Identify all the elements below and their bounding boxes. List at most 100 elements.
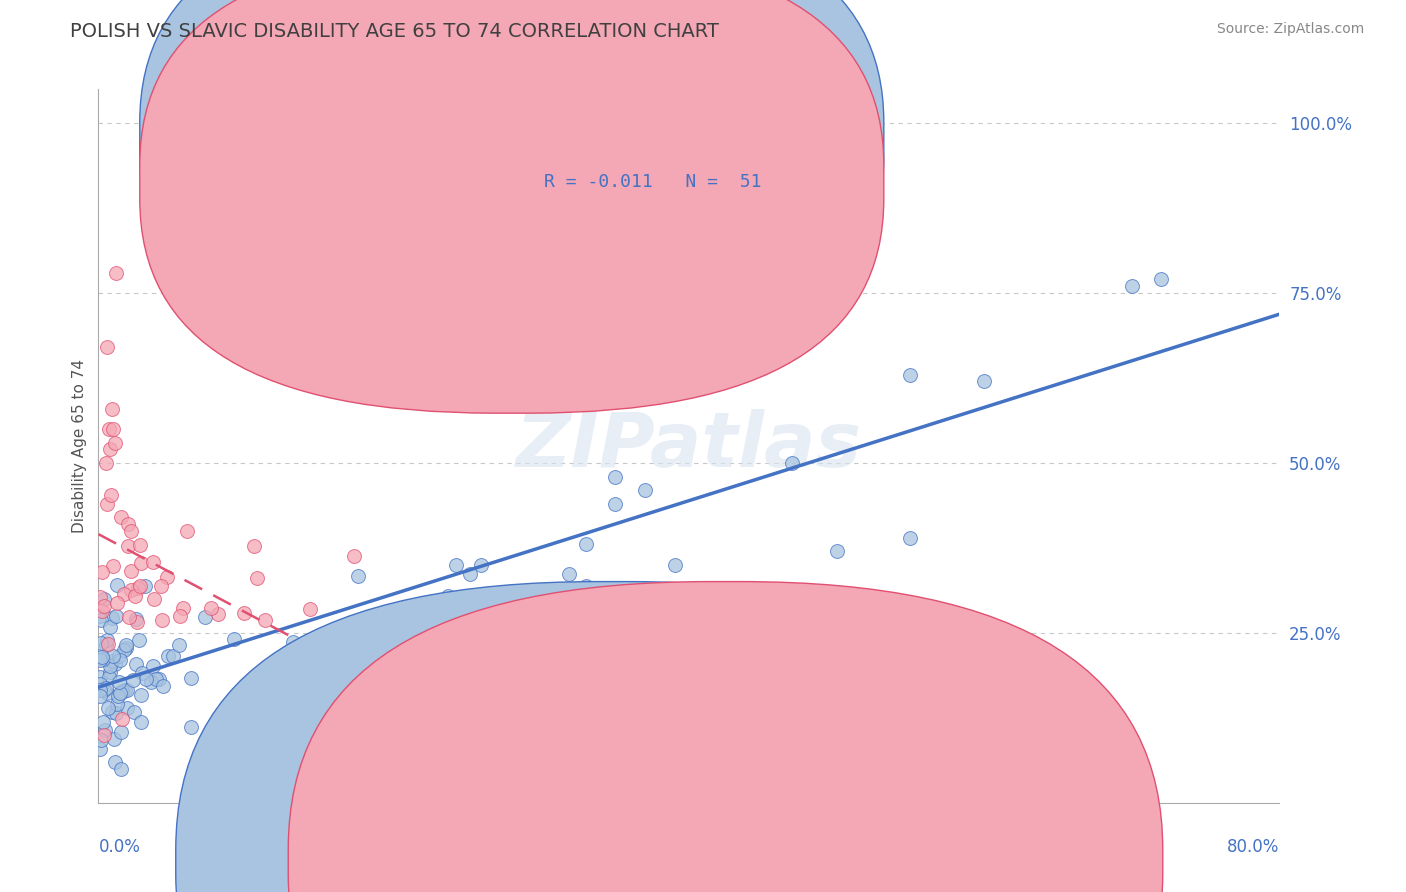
Point [246,571,269,585]
Point [104,608,127,623]
Point [91,650,114,665]
Point [100,488,122,502]
Point [135,673,157,687]
Point [169,609,191,624]
Point [264,728,287,742]
Point [108,674,131,689]
Point [167,638,190,652]
Text: POLISH VS SLAVIC DISABILITY AGE 65 TO 74 CORRELATION CHART: POLISH VS SLAVIC DISABILITY AGE 65 TO 74… [70,22,720,41]
Point [509,646,531,660]
Point [233,607,256,621]
Point [328,629,350,643]
Point [129,556,152,570]
Point [242,540,264,554]
Point [145,672,167,686]
Point [152,679,174,693]
Point [105,596,128,610]
Point [97,422,120,436]
Point [121,673,143,687]
Point [115,701,138,715]
Point [207,607,229,622]
Text: 80.0%: 80.0% [1227,838,1279,856]
Point [142,659,165,673]
Point [124,705,146,719]
Point [94,723,117,737]
Point [98,665,121,679]
Point [101,705,124,719]
Point [91,651,114,665]
Point [97,701,120,715]
Point [120,565,142,579]
Point [825,544,848,558]
Point [89,690,111,704]
Point [444,558,467,572]
Point [357,619,380,633]
Point [104,755,127,769]
Point [437,589,460,603]
Point [91,682,114,697]
Point [574,537,596,551]
Point [107,689,129,703]
Point [103,649,125,664]
Point [101,654,124,668]
Point [142,555,165,569]
Point [89,742,111,756]
Point [150,613,173,627]
Point [90,613,112,627]
Point [98,620,121,634]
Point [162,649,184,664]
Point [141,675,163,690]
Point [96,686,118,700]
Point [131,665,153,680]
Point [107,697,129,711]
Point [96,632,118,647]
Point [115,683,138,698]
Point [96,681,118,695]
Point [900,531,922,545]
FancyBboxPatch shape [471,107,807,225]
Point [112,587,135,601]
Point [194,610,217,624]
Point [460,566,482,581]
Text: Source: ZipAtlas.com: Source: ZipAtlas.com [1216,22,1364,37]
Point [129,688,152,702]
Point [298,602,321,616]
Point [103,731,125,746]
Point [108,686,131,700]
Point [91,565,114,579]
Point [104,435,127,450]
Point [90,604,112,618]
Point [105,578,128,592]
Point [117,539,139,553]
Point [93,599,115,613]
Point [110,510,132,524]
Point [89,683,111,698]
Point [110,684,132,698]
Point [142,591,165,606]
Point [111,712,134,726]
Point [157,649,180,664]
Point [114,683,136,698]
Point [1121,279,1143,293]
Point [127,615,149,630]
Point [104,657,127,671]
Point [129,538,152,552]
Point [180,720,202,734]
FancyBboxPatch shape [139,0,884,370]
Point [558,567,581,582]
Point [98,442,121,457]
Point [172,601,194,615]
Point [93,683,115,698]
Point [316,696,339,710]
Point [253,613,276,627]
Point [664,558,686,572]
Point [112,642,135,657]
Point [128,632,150,647]
Point [100,611,122,625]
Point [98,658,121,673]
Text: Poles: Poles [633,853,676,871]
Point [605,497,627,511]
Point [782,456,804,470]
Point [129,714,152,729]
Point [176,524,198,538]
